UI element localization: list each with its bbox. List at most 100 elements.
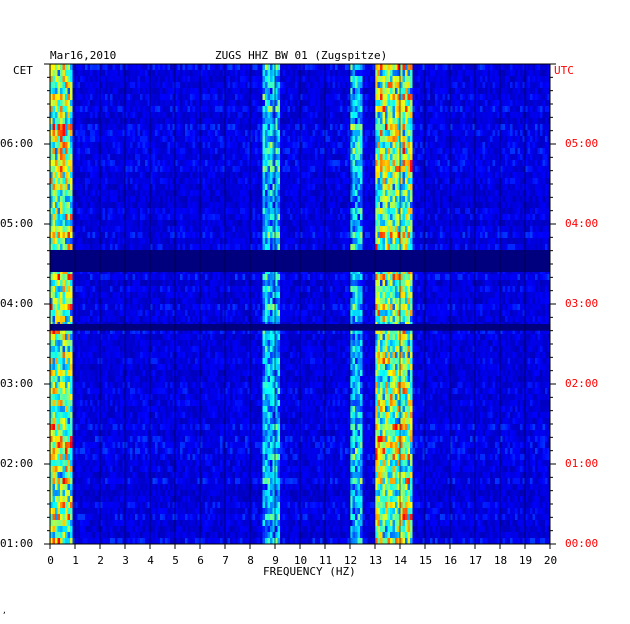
heat-cell: [52, 148, 56, 155]
heat-cell: [335, 100, 338, 107]
heat-cell: [307, 172, 311, 179]
heat-cell: [107, 202, 111, 209]
heat-cell: [427, 142, 431, 149]
heat-cell: [117, 142, 121, 149]
heat-cell: [237, 196, 241, 203]
heat-cell: [70, 190, 73, 197]
heat-cell: [87, 64, 91, 71]
heat-cell: [62, 178, 66, 185]
heat-cell: [520, 94, 523, 101]
heat-cell: [55, 76, 58, 83]
heat-cell: [225, 178, 228, 185]
heat-cell: [142, 112, 146, 119]
heat-cell: [382, 190, 386, 197]
heat-cell: [190, 118, 193, 125]
heat-cell: [122, 70, 126, 77]
heat-cell: [497, 76, 501, 83]
heat-cell: [525, 166, 528, 173]
heat-cell: [342, 124, 346, 131]
heat-cell: [402, 76, 406, 83]
heat-cell: [187, 76, 191, 83]
heat-cell: [500, 196, 503, 203]
heat-cell: [515, 142, 518, 149]
heat-cell: [180, 142, 183, 149]
heat-cell: [170, 124, 173, 131]
heat-cell: [355, 100, 358, 107]
heat-cell: [322, 100, 326, 107]
heat-cell: [110, 70, 113, 77]
heat-cell: [267, 94, 271, 101]
heat-cell: [357, 196, 361, 203]
heat-cell: [270, 160, 273, 167]
heat-cell: [380, 136, 383, 143]
heat-cell: [267, 196, 271, 203]
heat-cell: [107, 166, 111, 173]
heat-cell: [55, 88, 58, 95]
heat-cell: [190, 130, 193, 137]
heat-cell: [360, 202, 363, 209]
heat-cell: [117, 124, 121, 131]
heat-cell: [485, 112, 488, 119]
heat-cell: [415, 130, 418, 137]
heat-cell: [387, 70, 391, 77]
heat-cell: [290, 208, 293, 215]
heat-cell: [502, 196, 506, 203]
heat-cell: [430, 208, 433, 215]
heat-cell: [360, 154, 363, 161]
heat-cell: [412, 154, 416, 161]
heat-cell: [172, 154, 176, 161]
heat-cell: [302, 64, 306, 71]
heat-cell: [67, 64, 71, 71]
heat-cell: [380, 124, 383, 131]
heat-cell: [320, 70, 323, 77]
heat-cell: [385, 196, 388, 203]
heat-cell: [385, 124, 388, 131]
heat-cell: [250, 130, 253, 137]
heat-cell: [355, 166, 358, 173]
heat-cell: [357, 148, 361, 155]
heat-cell: [340, 184, 343, 191]
heat-cell: [367, 118, 371, 125]
heat-cell: [542, 64, 546, 71]
heat-cell: [270, 142, 273, 149]
heat-cell: [342, 82, 346, 89]
heat-cell: [195, 166, 198, 173]
heat-cell: [392, 88, 396, 95]
heat-cell: [180, 82, 183, 89]
heat-cell: [192, 142, 196, 149]
heat-cell: [335, 190, 338, 197]
heat-cell: [487, 154, 491, 161]
heat-cell: [312, 112, 316, 119]
heat-cell: [100, 88, 103, 95]
heat-cell: [297, 208, 301, 215]
heat-cell: [400, 124, 403, 131]
heat-cell: [485, 106, 488, 113]
heat-cell: [150, 178, 153, 185]
heat-cell: [442, 94, 446, 101]
heat-cell: [142, 166, 146, 173]
heat-cell: [537, 208, 541, 215]
heat-cell: [497, 124, 501, 131]
heat-cell: [277, 178, 281, 185]
heat-cell: [92, 124, 96, 131]
heat-cell: [162, 196, 166, 203]
heat-cell: [520, 178, 523, 185]
heat-cell: [62, 82, 66, 89]
heat-cell: [340, 88, 343, 95]
heat-cell: [77, 88, 81, 95]
heat-cell: [340, 70, 343, 77]
heat-cell: [217, 166, 221, 173]
heat-cell: [277, 76, 281, 83]
heat-cell: [230, 172, 233, 179]
heat-cell: [230, 190, 233, 197]
heat-cell: [510, 166, 513, 173]
heat-cell: [287, 166, 291, 173]
heat-cell: [395, 130, 398, 137]
heat-cell: [342, 208, 346, 215]
heat-cell: [392, 94, 396, 101]
heat-cell: [152, 118, 156, 125]
heat-cell: [162, 70, 166, 77]
heat-cell: [345, 94, 348, 101]
heat-cell: [140, 76, 143, 83]
heat-cell: [232, 154, 236, 161]
